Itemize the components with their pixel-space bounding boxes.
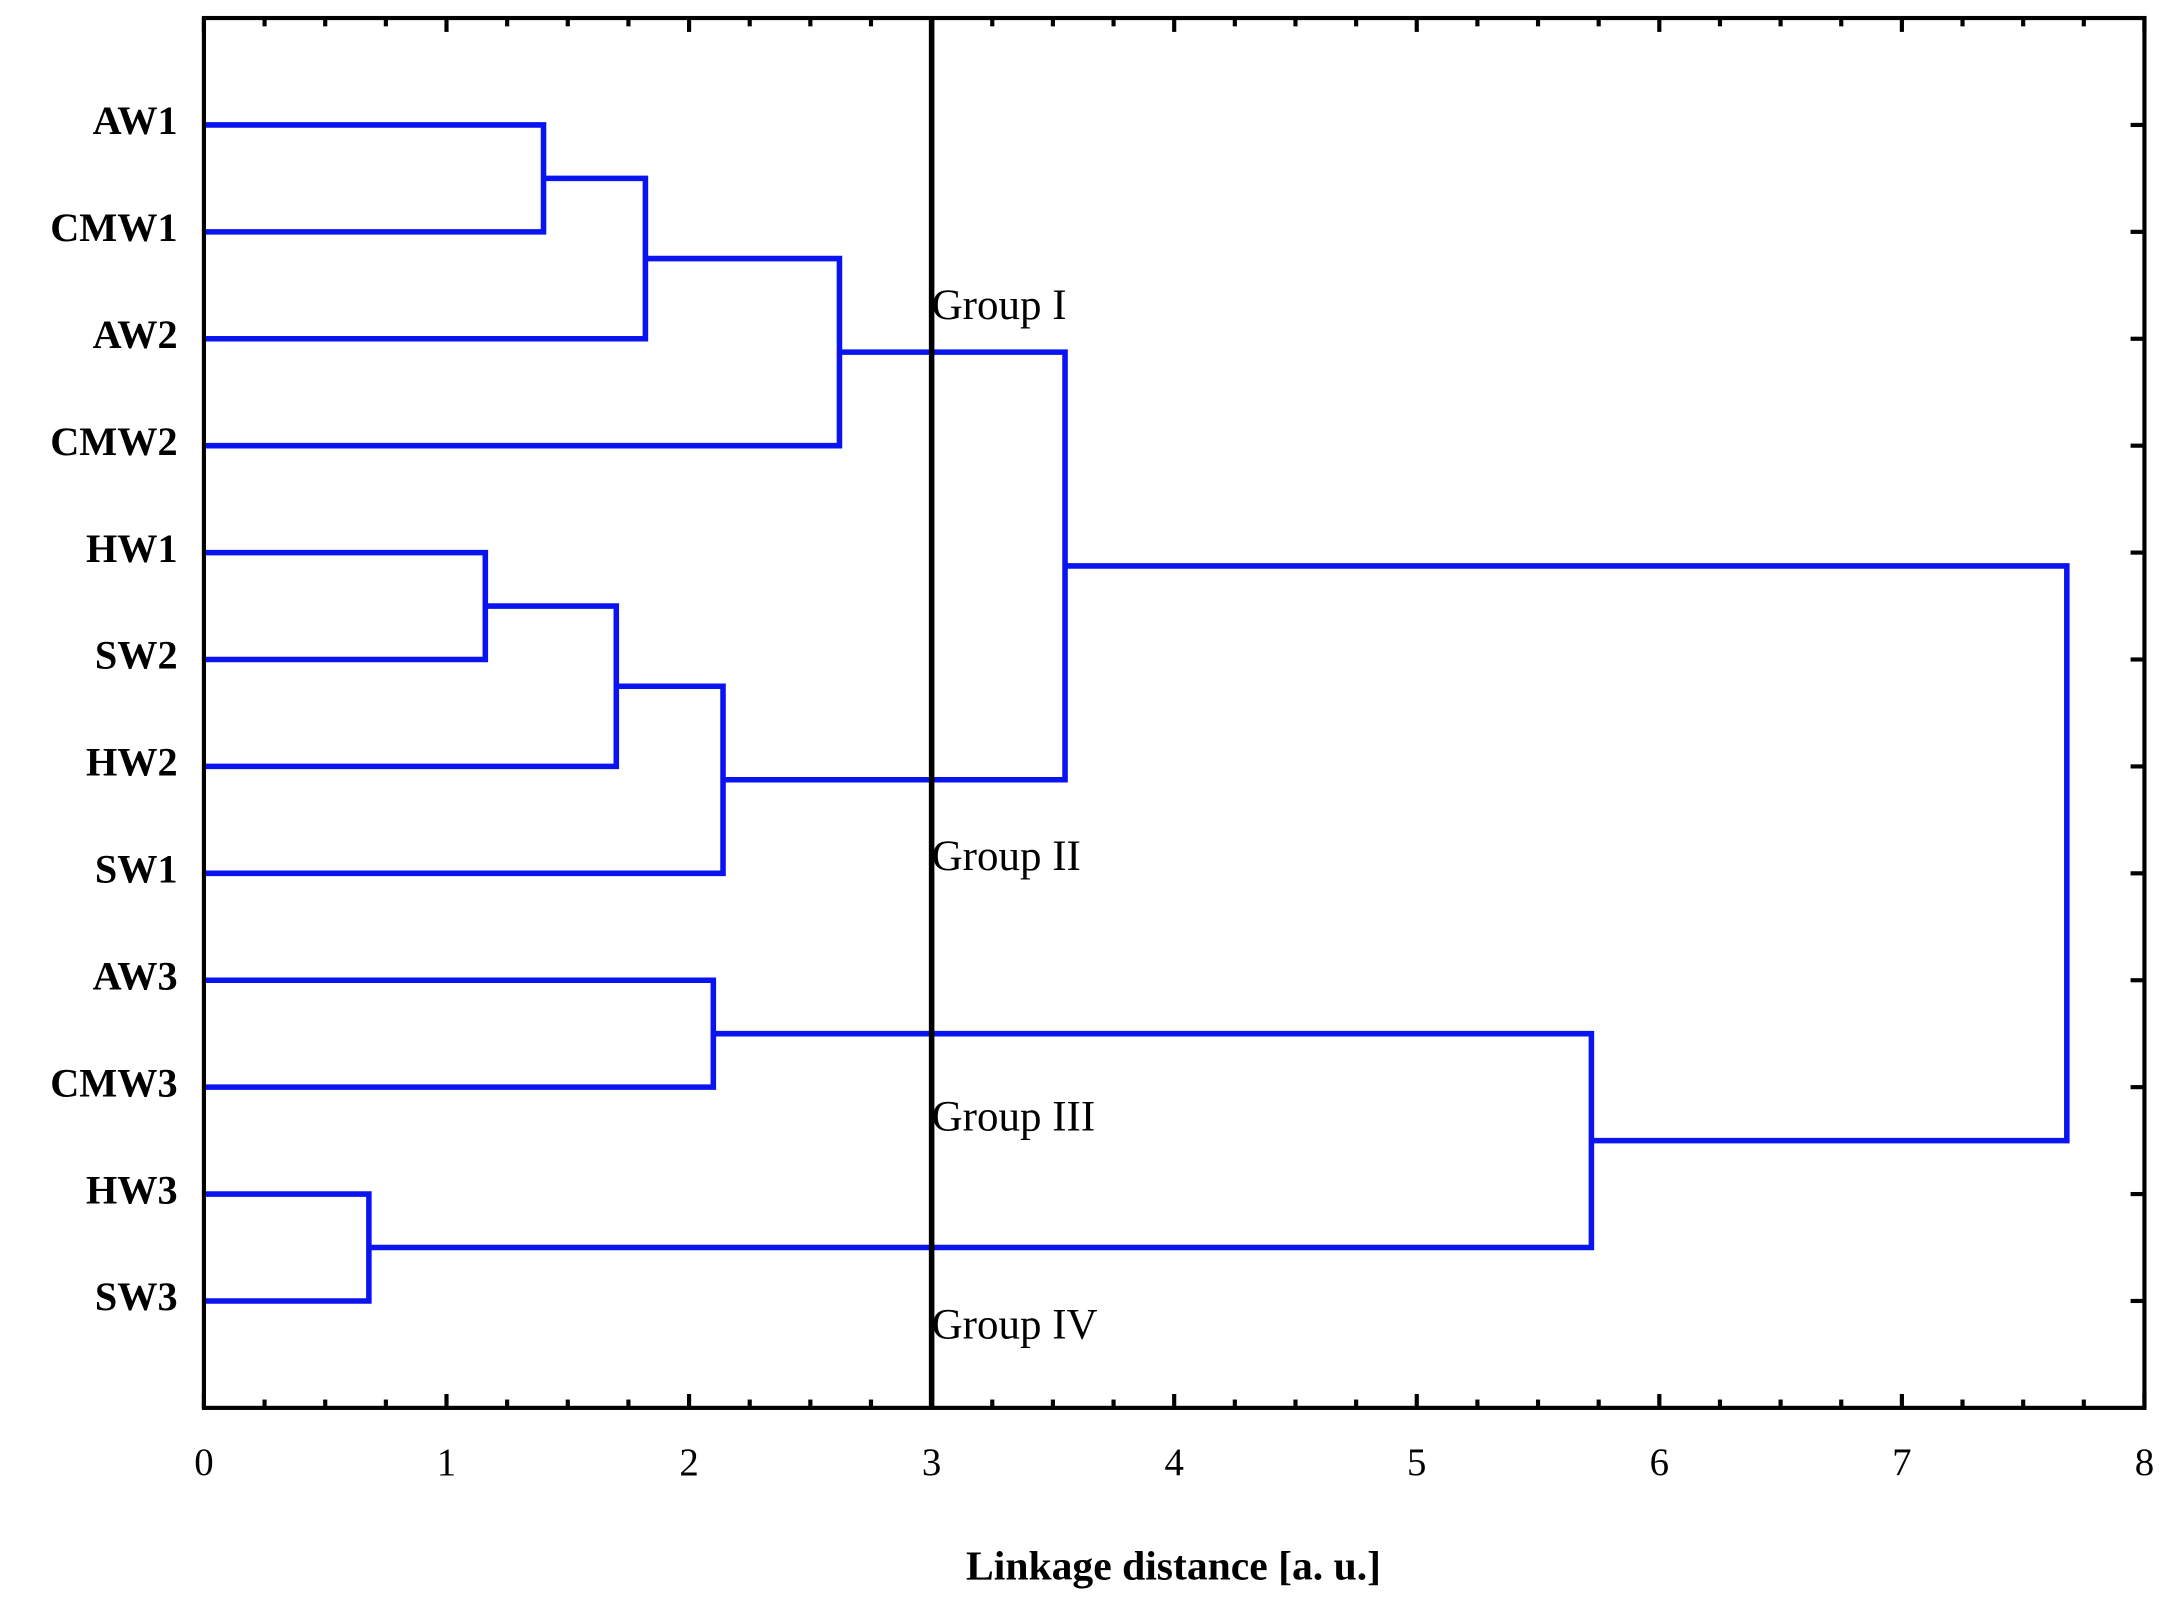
leaf-label: SW2	[95, 633, 178, 678]
leaf-label: AW1	[93, 98, 178, 143]
dendrogram-link	[203, 1191, 372, 1304]
x-tick-label: 7	[1892, 1441, 1911, 1484]
group-label: Group I	[932, 282, 1067, 329]
leaf-label: HW3	[86, 1167, 178, 1212]
dendrogram-link	[203, 122, 547, 235]
leaf-label: CMW1	[50, 205, 177, 250]
dendrogram-link	[203, 255, 843, 449]
dendrogram-link	[203, 175, 649, 342]
leaf-label: CMW3	[50, 1060, 177, 1105]
x-tick-label: 2	[679, 1441, 698, 1484]
x-tick-label: 8	[2135, 1441, 2154, 1484]
leaf-label: CMW2	[50, 419, 177, 464]
leaf-label: SW1	[95, 847, 178, 892]
x-tick-label: 0	[194, 1441, 213, 1484]
leaf-label: AW2	[93, 312, 178, 357]
x-tick-label: 3	[922, 1441, 941, 1484]
group-label: Group II	[932, 833, 1081, 880]
dendrogram-link	[203, 603, 620, 770]
dendrogram-link	[723, 349, 1068, 783]
x-tick-label: 4	[1164, 1441, 1183, 1484]
leaf-label: HW1	[86, 526, 178, 571]
leaf-label: AW3	[93, 953, 178, 998]
dendrogram-link	[203, 683, 726, 877]
x-tick-label: 5	[1407, 1441, 1426, 1484]
dendrogram-link	[203, 549, 489, 663]
leaf-label: SW3	[95, 1274, 178, 1319]
dendrogram-link	[203, 977, 717, 1090]
group-label: Group III	[932, 1094, 1096, 1141]
group-label: Group IV	[932, 1302, 1098, 1349]
dendrogram-link	[1065, 563, 2070, 1144]
x-axis-label: Linkage distance [a. u.]	[966, 1544, 1381, 1590]
x-tick-label: 1	[437, 1441, 456, 1484]
plot-frame	[201, 15, 2147, 1410]
leaf-label: HW2	[86, 740, 178, 785]
x-tick-label: 6	[1650, 1441, 1669, 1484]
